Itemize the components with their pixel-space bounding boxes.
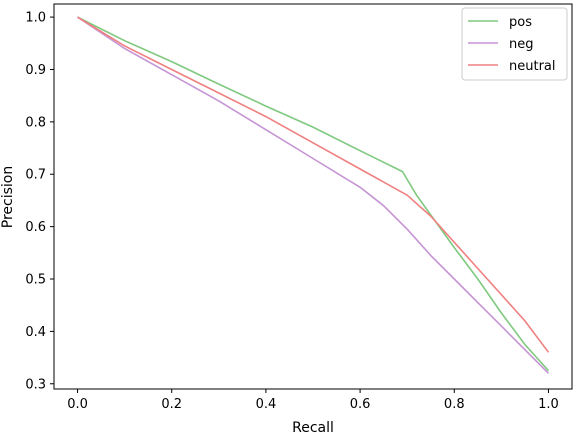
x-tick-label: 0.8	[444, 397, 465, 412]
y-axis: 0.3 0.4 0.5 0.6 0.7 0.8 0.9 1.0	[25, 11, 54, 392]
y-tick-label: 1.0	[25, 11, 46, 26]
x-tick-label: 0.2	[161, 397, 182, 412]
series-line-neg	[77, 16, 550, 374]
legend-frame	[461, 7, 568, 81]
x-axis: 0.0 0.2 0.4 0.6 0.8 1.0	[67, 389, 559, 412]
x-tick-label: 0.0	[67, 397, 88, 412]
legend-label-neutral: neutral	[509, 59, 556, 74]
series-line-neutral	[77, 16, 550, 353]
y-axis-label: Precision	[0, 166, 16, 228]
x-tick-label: 1.0	[538, 397, 559, 412]
legend-label-neg: neg	[509, 37, 534, 52]
legend-label-pos: pos	[509, 15, 532, 30]
legend: pos neg neutral	[461, 7, 568, 81]
series-line-pos	[77, 16, 550, 372]
y-tick-label: 0.7	[25, 168, 46, 183]
axes-frame	[53, 3, 573, 390]
x-tick-label: 0.4	[256, 397, 277, 412]
series-layer	[77, 16, 550, 374]
y-tick-label: 0.4	[25, 325, 46, 340]
x-axis-label: Recall	[292, 420, 334, 434]
y-tick-label: 0.8	[25, 115, 46, 130]
y-tick-label: 0.6	[25, 220, 46, 235]
y-tick-label: 0.3	[25, 377, 46, 392]
y-tick-label: 0.9	[25, 63, 46, 78]
y-tick-label: 0.5	[25, 273, 46, 288]
x-tick-label: 0.6	[350, 397, 371, 412]
